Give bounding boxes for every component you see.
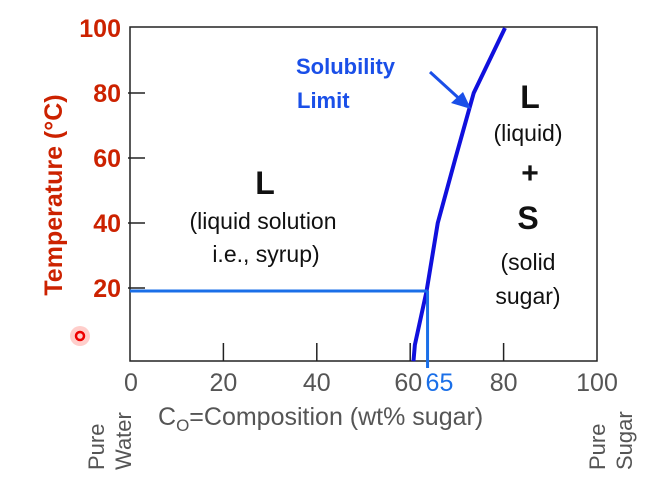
- plot-frame: [129, 26, 598, 362]
- x-highlight-label: 65: [426, 369, 454, 397]
- region-left-desc-1: (liquid solution: [189, 208, 336, 234]
- x-tick-label: 0: [124, 369, 138, 397]
- y-tick-label: 100: [79, 15, 121, 43]
- y-axis-label: Temperature (°C): [40, 94, 68, 295]
- x-tick-label: 60: [394, 369, 422, 397]
- pure-sugar-label-1: Pure: [585, 424, 610, 470]
- region-right-plus: +: [521, 157, 539, 190]
- region-right-symbol-l: L: [520, 79, 540, 115]
- cursor-indicator: [70, 326, 90, 346]
- solubility-curve: [411, 27, 507, 362]
- pure-water-label-1: Pure: [84, 424, 109, 470]
- region-right-desc-liquid: (liquid): [493, 120, 562, 146]
- x-tick-label: 80: [490, 369, 518, 397]
- region-left-symbol: L: [255, 165, 275, 201]
- y-tick-label: 20: [93, 275, 121, 303]
- annotation-arrow: [428, 70, 471, 109]
- x-tick-label: 100: [576, 369, 618, 397]
- region-left-desc-2: i.e., syrup): [212, 241, 319, 267]
- pure-sugar-label-2: Sugar: [612, 411, 637, 470]
- pure-water-label-2: Water: [111, 412, 136, 470]
- region-right-symbol-s: S: [517, 200, 538, 236]
- region-right-desc-sugar: sugar): [495, 283, 560, 309]
- x-tick-label: 20: [209, 369, 237, 397]
- annotation-line-1: Solubility: [296, 54, 396, 79]
- annotation-line-2: Limit: [297, 88, 350, 113]
- x-axis-label: CO=Composition (wt% sugar): [158, 403, 483, 435]
- y-tick-label: 80: [93, 80, 121, 108]
- y-tick-label: 60: [93, 145, 121, 173]
- region-right-desc-solid: (solid: [501, 249, 556, 275]
- x-tick-label: 40: [303, 369, 331, 397]
- y-tick-label: 40: [93, 210, 121, 238]
